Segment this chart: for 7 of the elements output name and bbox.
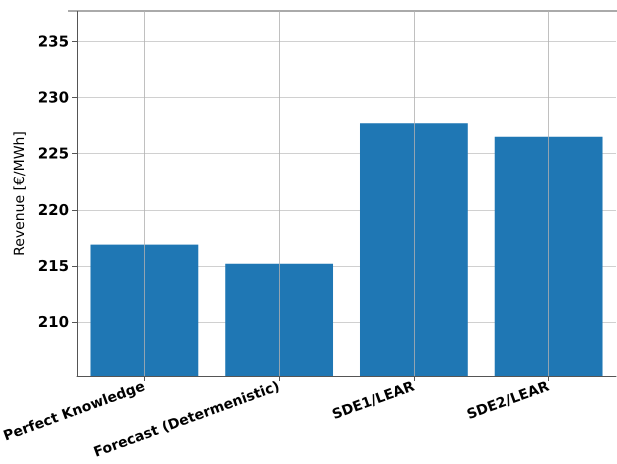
- y-tick-label: 215: [38, 256, 70, 275]
- y-tick-label: 210: [38, 313, 70, 332]
- y-tick-label: 225: [38, 144, 70, 163]
- y-tick-label: 235: [38, 32, 70, 50]
- y-tick-label: 220: [38, 200, 70, 219]
- y-tick-label: 230: [38, 88, 70, 106]
- y-axis-title: Revenue [€/MWh]: [12, 131, 28, 256]
